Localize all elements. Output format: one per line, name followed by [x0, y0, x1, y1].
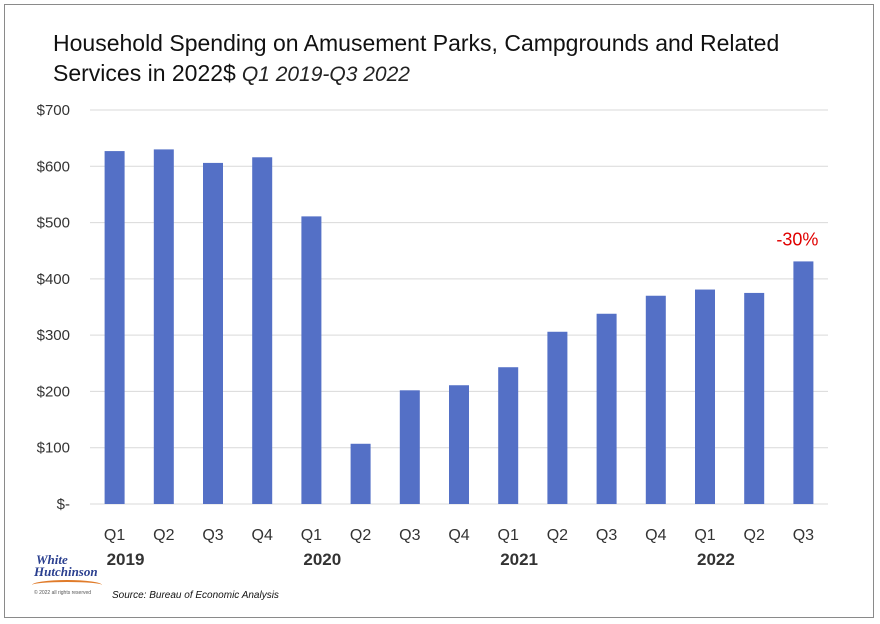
- x-tick-label: Q1: [104, 527, 125, 544]
- bar: [596, 313, 617, 504]
- x-tick-label: Q2: [744, 527, 765, 544]
- logo-copyright: © 2022 all rights reserved: [34, 590, 92, 596]
- bar: [350, 443, 371, 504]
- x-tick-label: Q1: [498, 527, 519, 544]
- chart-frame: [4, 4, 874, 618]
- x-tick-label: Q1: [694, 527, 715, 544]
- x-tick-label: Q3: [793, 527, 814, 544]
- bar: [449, 385, 469, 504]
- year-label: 2020: [303, 550, 341, 569]
- logo-swoosh: [32, 580, 102, 590]
- change-annotation: -30%: [776, 229, 818, 249]
- x-tick-label: Q2: [547, 527, 568, 544]
- logo-line1: White: [36, 552, 68, 567]
- bar: [104, 151, 125, 505]
- year-label: 2021: [500, 550, 538, 569]
- year-label: 2019: [107, 550, 145, 569]
- bar: [399, 390, 420, 504]
- x-tick-label: Q4: [252, 527, 273, 544]
- source-note: Source: Bureau of Economic Analysis: [112, 590, 279, 601]
- bar: [645, 295, 666, 504]
- x-tick-label: Q4: [645, 527, 666, 544]
- x-tick-label: Q3: [202, 527, 223, 544]
- y-tick-label: $400: [37, 271, 70, 288]
- y-tick-label: $200: [37, 383, 70, 400]
- x-tick-label: Q2: [350, 527, 371, 544]
- white-hutchinson-logo: White Hutchinson © 2022 all rights reser…: [32, 552, 110, 600]
- y-tick-label: $700: [37, 102, 70, 119]
- x-tick-label: Q2: [153, 527, 174, 544]
- x-tick-label: Q3: [399, 527, 420, 544]
- y-tick-label: $-: [57, 496, 70, 513]
- x-tick-label: Q4: [448, 527, 469, 544]
- bar: [203, 162, 223, 504]
- logo-line2: Hutchinson: [34, 564, 98, 579]
- bar: [695, 289, 715, 504]
- bar: [153, 149, 174, 504]
- subtitle-text: Q1 2019-Q3 2022: [241, 63, 410, 86]
- bar: [793, 261, 814, 504]
- y-tick-label: $300: [37, 327, 70, 344]
- year-label: 2022: [697, 550, 735, 569]
- y-tick-label: $500: [37, 215, 70, 232]
- x-tick-label: Q1: [301, 527, 322, 544]
- y-tick-label: $600: [37, 158, 70, 175]
- bar: [744, 292, 765, 504]
- bar: [301, 216, 322, 504]
- chart-title: Household Spending on Amusement Parks, C…: [53, 28, 853, 90]
- title-text: Household Spending on Amusement Parks, C…: [53, 30, 780, 86]
- y-tick-label: $100: [37, 440, 70, 457]
- bar: [547, 331, 568, 504]
- bar: [252, 157, 273, 504]
- bar: [498, 367, 519, 504]
- x-tick-label: Q3: [596, 527, 617, 544]
